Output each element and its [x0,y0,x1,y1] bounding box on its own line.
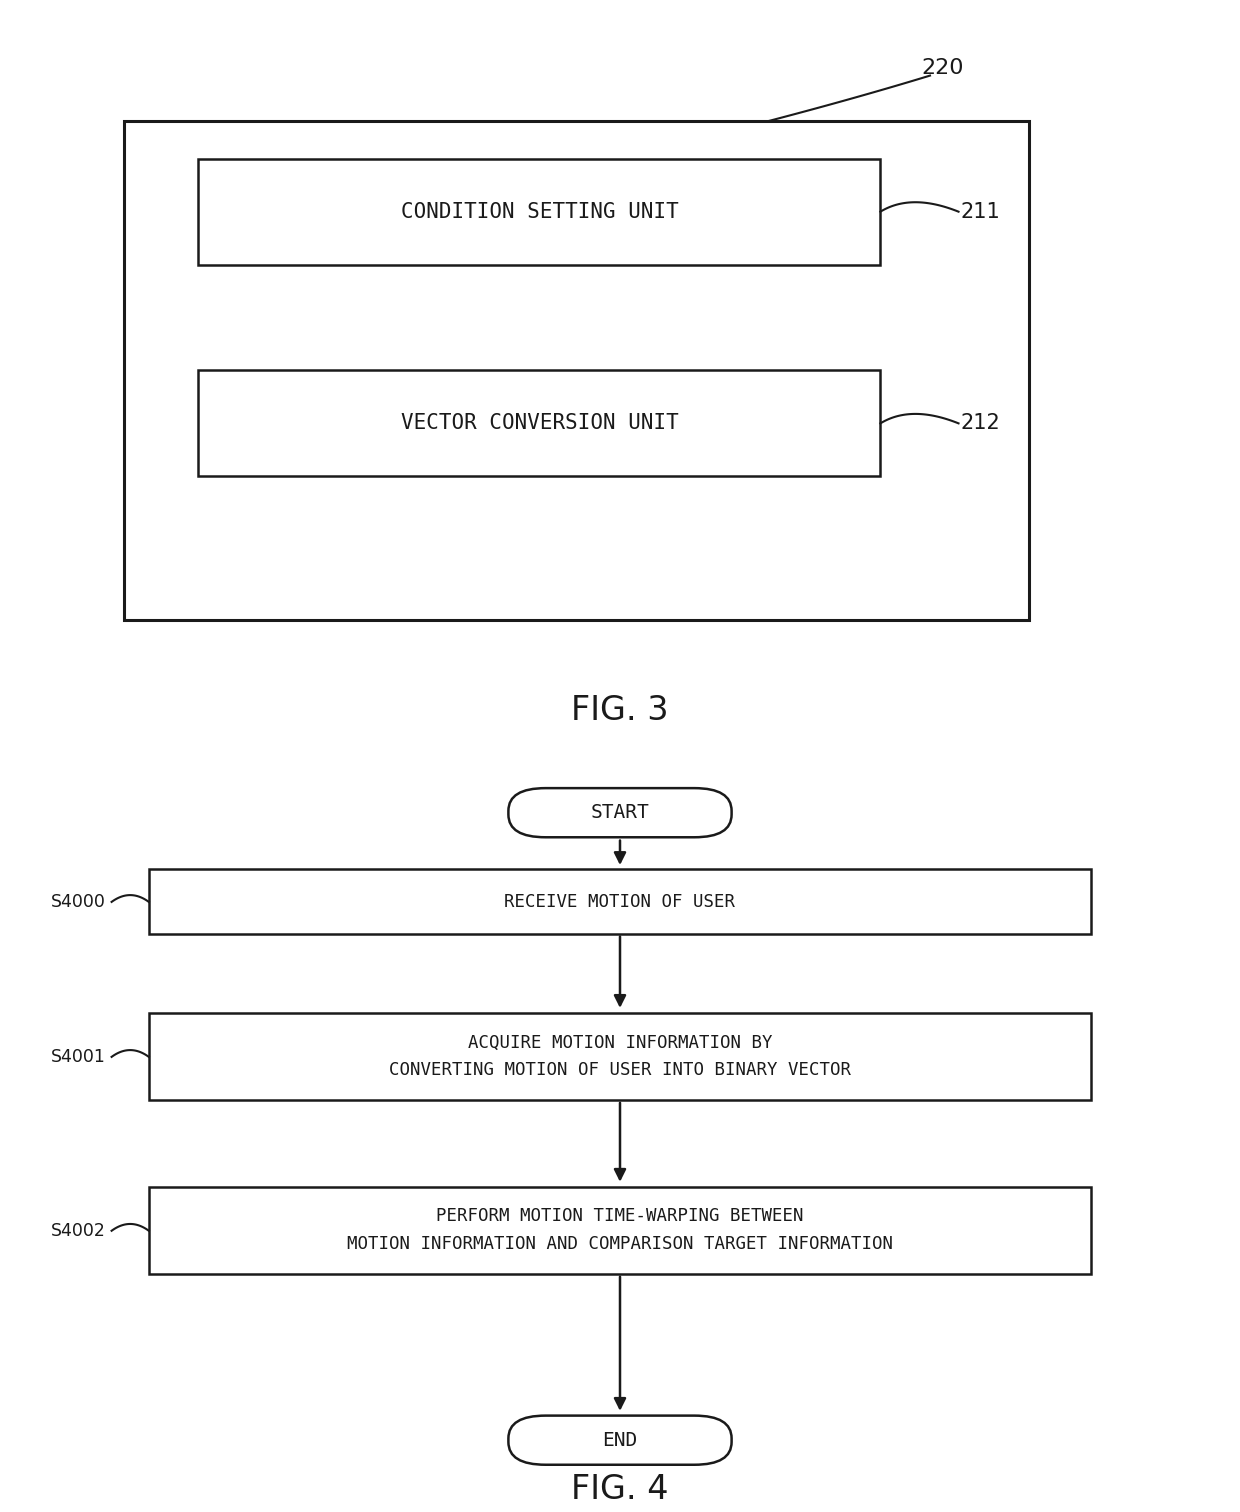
FancyBboxPatch shape [508,788,732,838]
Text: END: END [603,1430,637,1450]
Text: VECTOR CONVERSION UNIT: VECTOR CONVERSION UNIT [401,413,678,434]
Text: FIG. 4: FIG. 4 [572,1473,668,1506]
Text: PERFORM MOTION TIME-WARPING BETWEEN
MOTION INFORMATION AND COMPARISON TARGET INF: PERFORM MOTION TIME-WARPING BETWEEN MOTI… [347,1208,893,1253]
Text: CONDITION SETTING UNIT: CONDITION SETTING UNIT [401,201,678,222]
FancyBboxPatch shape [149,869,1091,933]
FancyBboxPatch shape [198,159,880,265]
Text: S4001: S4001 [51,1048,105,1066]
FancyBboxPatch shape [124,121,1029,620]
Text: S4002: S4002 [51,1222,105,1240]
Text: S4000: S4000 [51,894,105,910]
Text: ACQUIRE MOTION INFORMATION BY
CONVERTING MOTION OF USER INTO BINARY VECTOR: ACQUIRE MOTION INFORMATION BY CONVERTING… [389,1034,851,1080]
Text: 212: 212 [961,413,1001,434]
Text: START: START [590,803,650,823]
FancyBboxPatch shape [149,1013,1091,1101]
FancyBboxPatch shape [508,1415,732,1465]
Text: FIG. 3: FIG. 3 [572,694,668,727]
Text: RECEIVE MOTION OF USER: RECEIVE MOTION OF USER [505,892,735,910]
Text: 220: 220 [921,57,963,79]
FancyBboxPatch shape [198,370,880,476]
Text: 211: 211 [961,201,1001,222]
FancyBboxPatch shape [149,1187,1091,1273]
